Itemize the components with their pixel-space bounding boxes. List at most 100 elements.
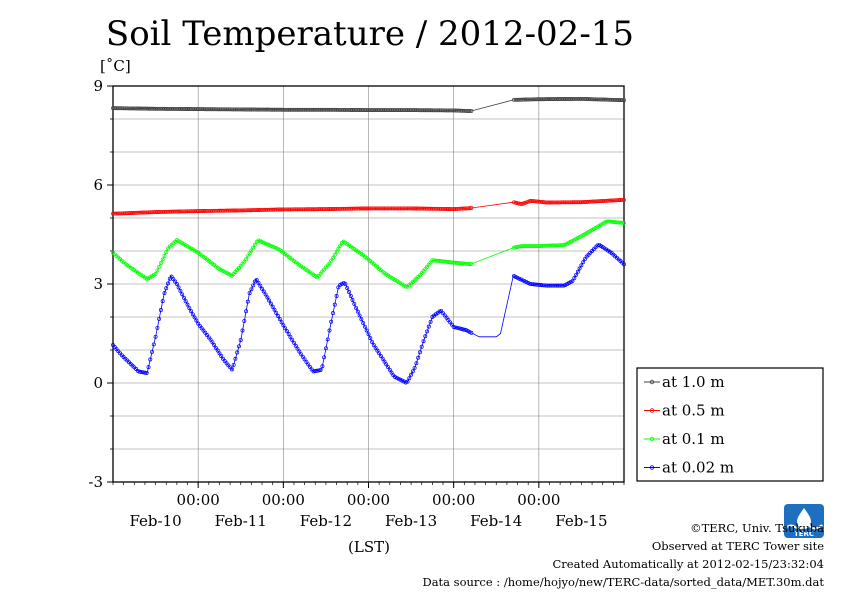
data-point — [176, 285, 181, 290]
data-point — [561, 243, 566, 248]
observation-site-credit: Observed at TERC Tower site — [651, 539, 824, 553]
legend-swatch-marker — [649, 408, 655, 413]
data-point — [606, 198, 610, 203]
data-point — [171, 106, 176, 111]
data-point — [153, 334, 158, 339]
data-point — [293, 343, 298, 348]
data-point — [141, 370, 146, 375]
data-point — [614, 220, 619, 225]
data-point — [368, 336, 373, 341]
data-source-path: Data source : /home/hojyo/new/TERC-data/… — [422, 575, 824, 589]
data-point — [529, 97, 534, 102]
data-point — [288, 207, 293, 212]
data-point — [180, 292, 185, 297]
data-point — [148, 357, 153, 362]
created-timestamp: Created Automatically at 2012-02-15/23:3… — [552, 557, 825, 571]
data-point — [552, 243, 557, 248]
data-point — [274, 246, 279, 251]
data-point — [260, 107, 264, 112]
data-point — [460, 261, 465, 266]
data-point — [277, 317, 282, 322]
data-point — [361, 321, 366, 325]
x-tick-time-label: 00:00 — [177, 491, 220, 509]
data-point — [403, 284, 408, 289]
data-point — [263, 292, 268, 297]
data-point — [591, 199, 596, 204]
data-point — [529, 199, 534, 203]
x-date-label: Feb-11 — [215, 512, 267, 530]
data-point — [606, 97, 610, 102]
data-point — [343, 282, 348, 287]
data-point — [281, 207, 286, 212]
data-point — [405, 108, 410, 113]
data-point — [315, 107, 319, 112]
data-point — [513, 200, 518, 205]
series-at-10-m — [111, 96, 626, 113]
data-point — [460, 206, 465, 211]
data-point — [419, 344, 424, 349]
data-point — [451, 324, 456, 329]
data-point — [359, 317, 364, 322]
data-point — [158, 261, 163, 266]
data-point — [600, 199, 605, 203]
data-point — [329, 207, 334, 211]
y-tick-label: 9 — [93, 77, 103, 95]
data-point — [229, 367, 234, 372]
data-point — [350, 206, 355, 211]
y-tick-label: 0 — [93, 374, 103, 392]
data-point — [323, 346, 328, 351]
data-point — [231, 362, 236, 367]
copyright-credit: ©TERC, Univ. Tsukuba — [690, 521, 824, 535]
data-point — [607, 97, 612, 102]
data-point — [519, 202, 524, 206]
data-point — [166, 209, 170, 214]
data-point — [268, 301, 273, 306]
data-point — [455, 108, 460, 113]
data-point — [545, 200, 550, 205]
data-point — [531, 282, 536, 287]
data-point — [598, 97, 603, 102]
data-point — [261, 107, 266, 112]
data-point — [386, 108, 390, 113]
data-point — [249, 248, 254, 253]
data-point — [391, 108, 396, 113]
data-point — [178, 288, 183, 293]
data-point — [432, 258, 437, 263]
data-point — [538, 97, 543, 102]
data-point — [453, 207, 458, 211]
data-point — [251, 283, 256, 288]
data-point — [460, 108, 465, 113]
data-point — [176, 209, 181, 214]
data-point — [276, 207, 280, 212]
data-point — [375, 348, 380, 353]
data-point — [433, 108, 438, 113]
data-point — [331, 207, 335, 211]
data-point — [245, 107, 250, 112]
data-point — [290, 107, 295, 112]
data-point — [244, 309, 249, 314]
data-point — [377, 108, 382, 113]
data-point — [382, 359, 387, 364]
data-point — [185, 302, 190, 307]
series-at-01-m — [111, 219, 626, 289]
data-point — [315, 207, 319, 212]
y-axis: 9 6 3 0 -3 — [88, 77, 113, 491]
data-point — [572, 200, 577, 205]
data-point — [378, 206, 383, 211]
data-point — [297, 207, 302, 212]
y-tick-label: -3 — [88, 473, 103, 491]
data-point — [579, 96, 584, 101]
data-point — [245, 208, 250, 213]
data-point — [128, 106, 133, 111]
data-point — [622, 262, 626, 267]
data-point — [370, 339, 374, 344]
data-point — [370, 108, 374, 113]
data-point — [366, 332, 371, 337]
data-point — [226, 107, 231, 112]
data-point — [552, 283, 557, 288]
data-point — [331, 255, 335, 260]
data-point — [316, 368, 321, 373]
data-point — [158, 308, 163, 312]
data-point — [183, 299, 188, 304]
data-point — [531, 97, 536, 102]
